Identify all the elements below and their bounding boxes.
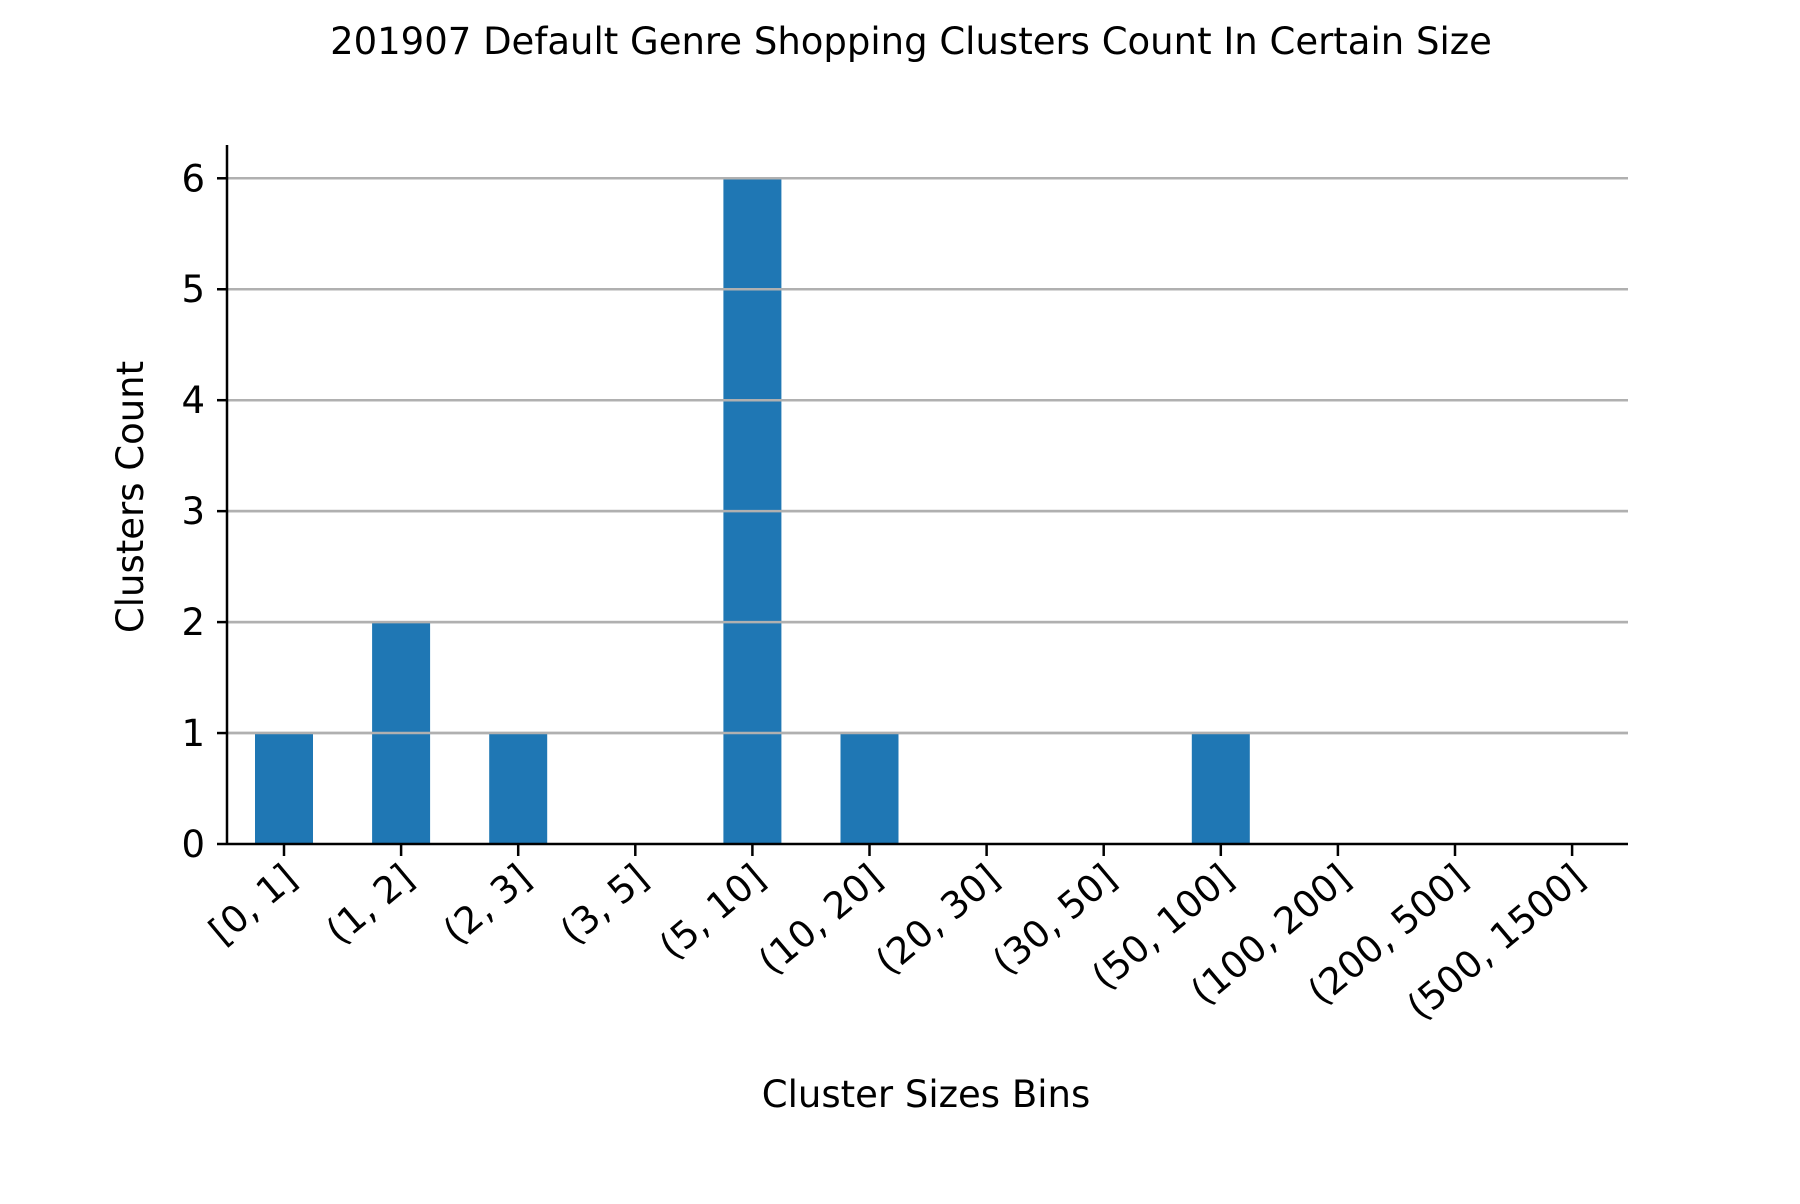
y-axis-label: Clusters Count: [109, 361, 152, 633]
bar-8: [1191, 733, 1250, 844]
x-tick-label-6: (20, 30]: [867, 856, 1007, 983]
x-tick-label-5: (10, 20]: [750, 856, 890, 983]
bar-0: [255, 733, 313, 844]
y-tick-label-2: 2: [181, 601, 205, 644]
x-tick-label-0: [0, 1]: [201, 856, 305, 953]
x-tick-label-1: (1, 2]: [318, 856, 422, 953]
y-tick-label-3: 3: [181, 490, 205, 533]
y-tick-label-1: 1: [181, 712, 205, 755]
x-tick-label-3: (3, 5]: [552, 856, 656, 953]
bars: [227, 177, 1628, 845]
bar-5: [840, 733, 899, 844]
gridlines: [227, 177, 1628, 735]
x-tick-label-2: (2, 3]: [435, 856, 539, 953]
axes: [225, 145, 1628, 846]
y-tick-label-6: 6: [181, 157, 205, 200]
y-tick-label-4: 4: [181, 379, 205, 422]
chart-title: 201907 Default Genre Shopping Clusters C…: [330, 20, 1492, 63]
y-ticks: 0 1 2 3 4 5 6: [181, 157, 227, 866]
x-ticks: [0, 1] (1, 2] (2, 3] (3, 5](5, 10](10, 20](…: [201, 844, 1593, 1028]
x-axis-label: Cluster Sizes Bins: [762, 1073, 1090, 1116]
y-tick-label-5: 5: [181, 268, 205, 311]
y-tick-label-0: 0: [181, 823, 205, 866]
bar-2: [489, 733, 548, 844]
